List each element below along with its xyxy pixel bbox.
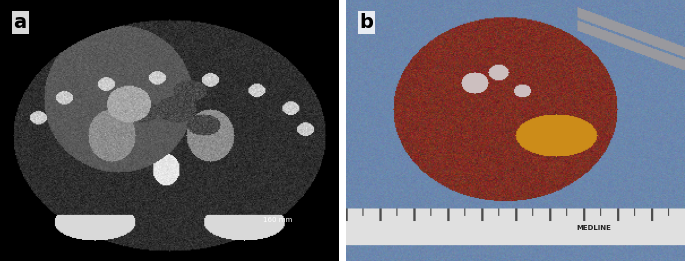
Text: b: b: [360, 13, 373, 32]
Text: a: a: [14, 13, 27, 32]
Text: MEDLINE: MEDLINE: [576, 225, 611, 231]
Text: 160 mm: 160 mm: [264, 217, 292, 223]
